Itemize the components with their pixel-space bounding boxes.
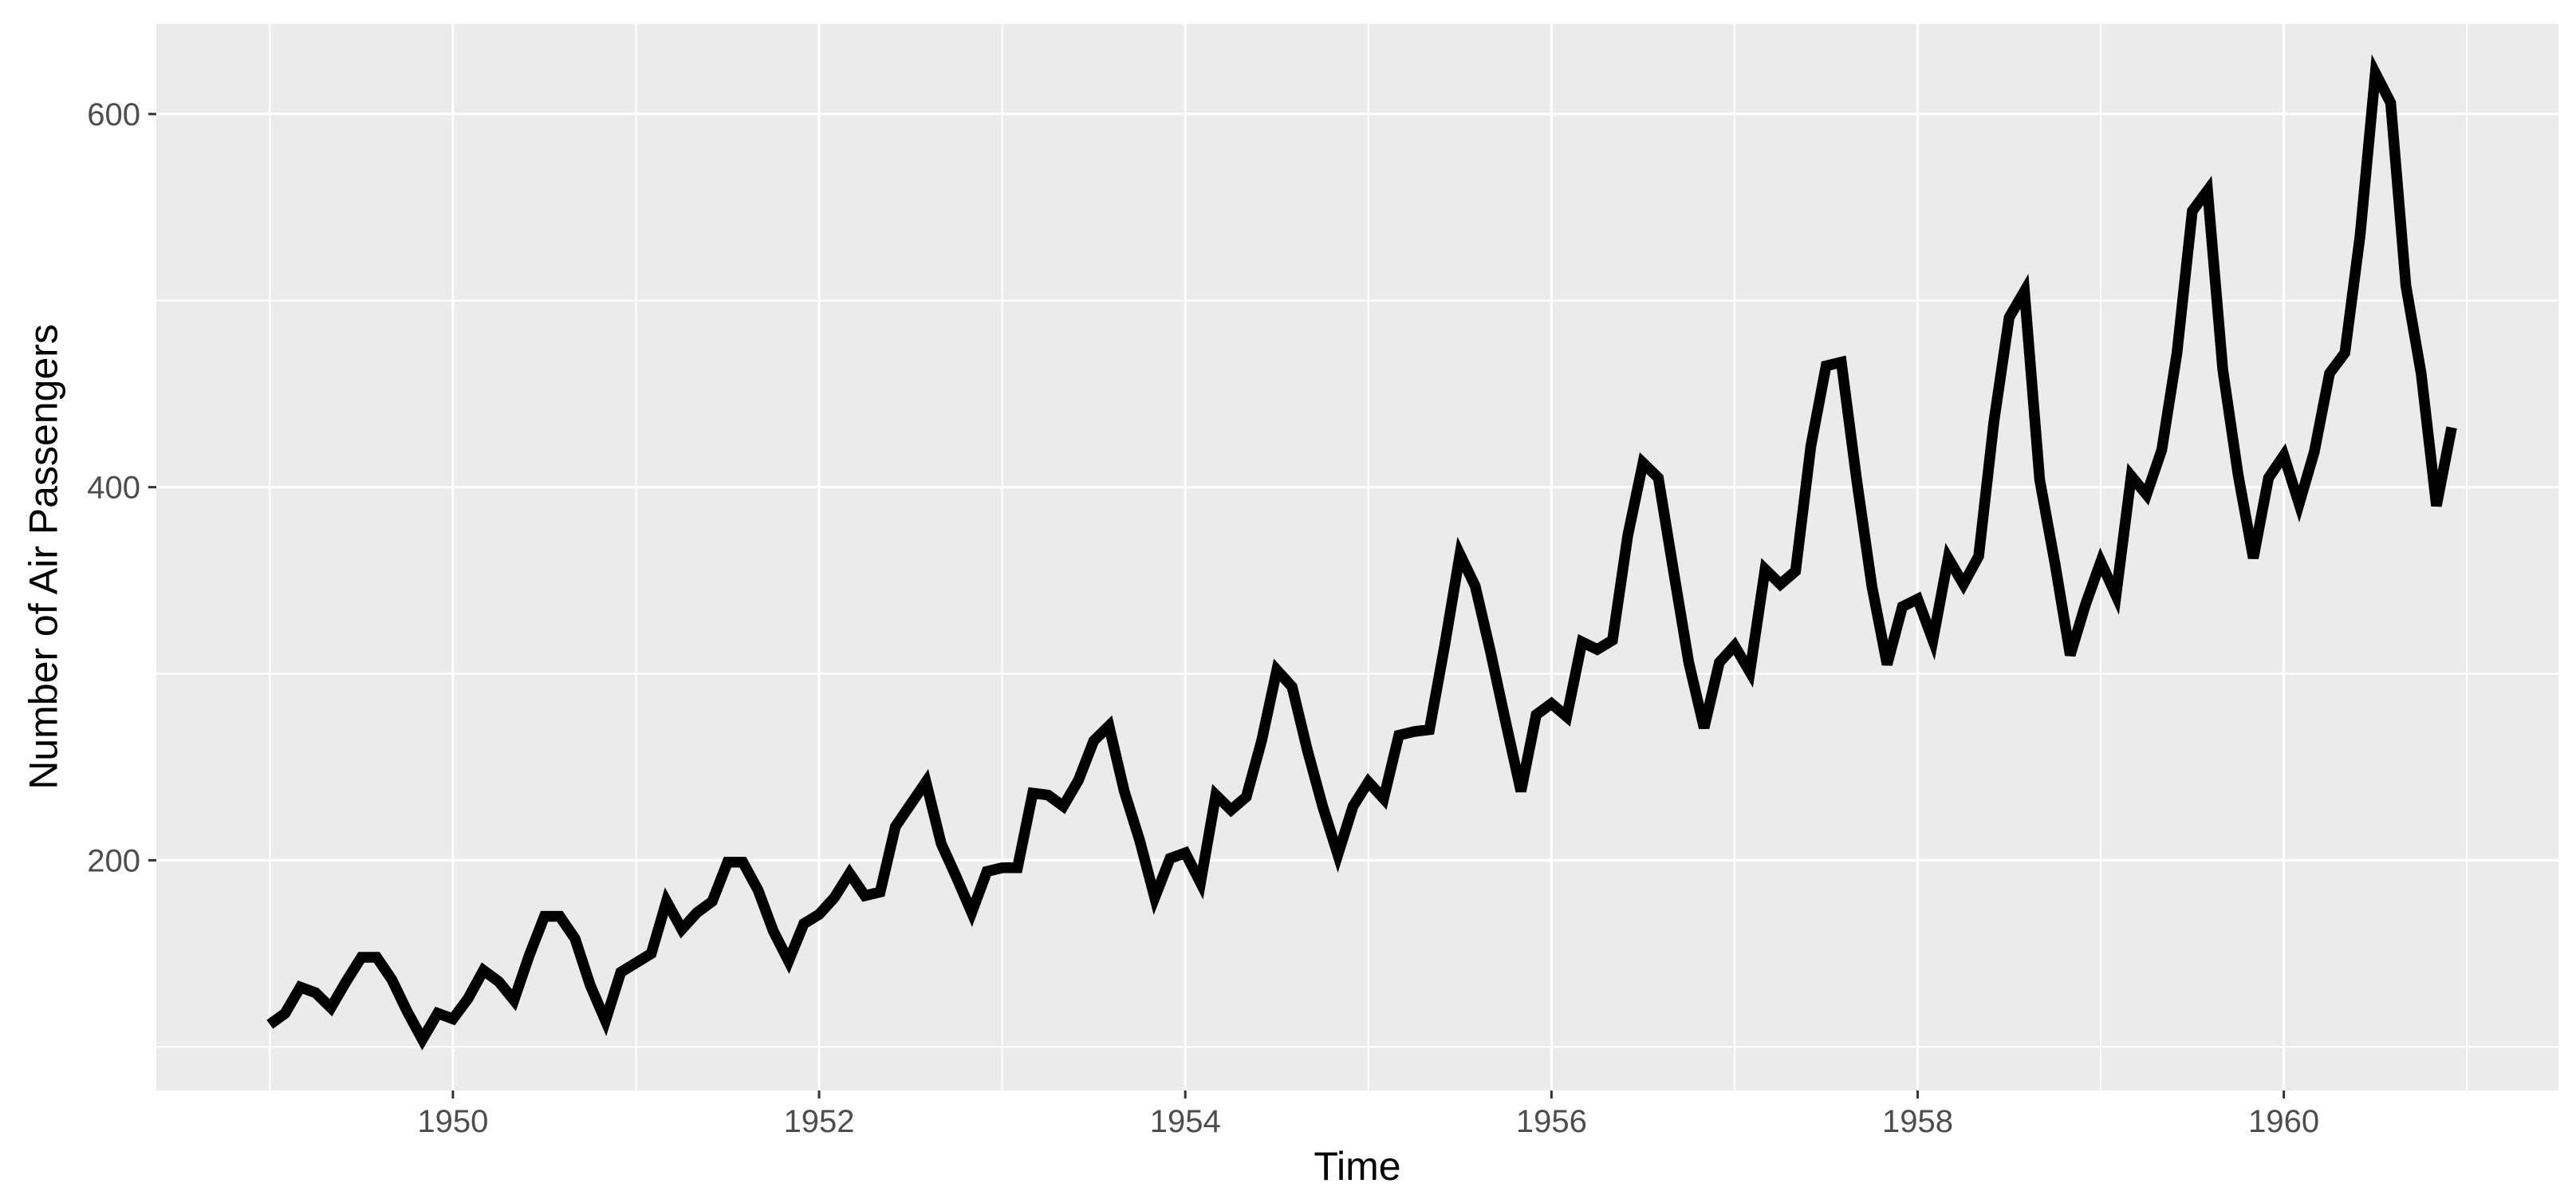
data-line <box>266 53 2457 1051</box>
x-tick-label: 1950 <box>417 1104 488 1139</box>
x-tick-label: 1952 <box>784 1104 855 1139</box>
plot-panel <box>156 24 2558 1091</box>
x-axis-title: Time <box>1314 1144 1401 1189</box>
y-axis-title: Number of Air Passengers <box>21 324 66 790</box>
y-tick-label: 200 <box>87 843 140 878</box>
x-tick-label: 1954 <box>1150 1104 1221 1139</box>
y-tick-label: 600 <box>87 97 140 132</box>
x-tick-label: 1960 <box>2248 1104 2319 1139</box>
x-tick-label: 1956 <box>1516 1104 1587 1139</box>
y-tick-label: 400 <box>87 471 140 506</box>
x-tick-label: 1958 <box>1882 1104 1953 1139</box>
